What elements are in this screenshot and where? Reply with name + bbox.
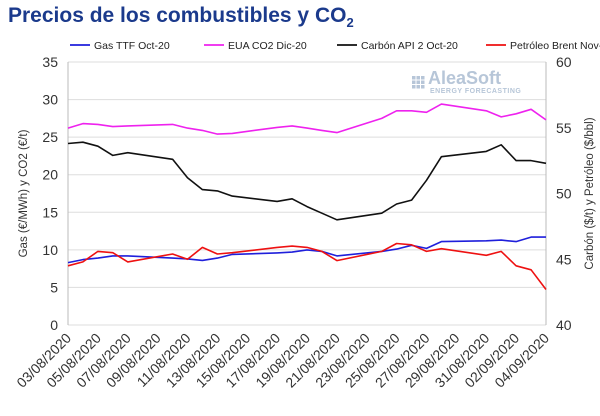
legend-label: Petróleo Brent Nov-20: [510, 40, 600, 52]
logo-mark: [412, 76, 425, 89]
y-tick-left: 10: [42, 242, 58, 258]
series-line-carb-n-api-2-oct-20: [67, 141, 547, 221]
logo-dot: [421, 76, 425, 80]
gridlines: [68, 61, 546, 326]
y-axis-right-label: Carbón ($/t) y Petróleo ($/bbl): [584, 117, 596, 269]
series-line-gas-ttf-oct-20: [67, 236, 546, 264]
legend-item: Carbón API 2 Oct-20: [337, 40, 458, 52]
series-line-eua-co2-dic-20: [67, 103, 547, 135]
logo-dot: [412, 85, 416, 89]
logo-dot: [416, 80, 420, 84]
legend-label: Carbón API 2 Oct-20: [361, 40, 458, 52]
legend-item: Gas TTF Oct-20: [70, 40, 170, 52]
y-tick-right: 60: [556, 54, 572, 70]
y-tick-left: 25: [42, 129, 58, 145]
y-tick-right: 55: [556, 120, 572, 136]
y-tick-right: 45: [556, 251, 572, 267]
logo-dot: [412, 80, 416, 84]
y-axis-right-ticks: 40 45 50 55 60: [556, 54, 572, 333]
y-tick-left: 5: [50, 279, 58, 295]
legend-label: EUA CO2 Dic-20: [228, 40, 307, 52]
legend: Gas TTF Oct-20 EUA CO2 Dic-20 Carbón API 2…: [70, 40, 600, 52]
plot-frame: [67, 62, 547, 325]
y-tick-right: 40: [556, 317, 572, 333]
legend-item: Petróleo Brent Nov-20: [486, 40, 600, 52]
y-tick-left: 30: [42, 92, 58, 108]
y-axis-left-ticks: 0 5 10 15 20 25 30 35: [42, 54, 58, 333]
legend-label: Gas TTF Oct-20: [94, 40, 170, 52]
logo-name: AleaSoft: [428, 68, 501, 88]
logo-tagline: ENERGY FORECASTING: [430, 88, 521, 95]
series-lines: [67, 103, 547, 290]
logo-dot: [416, 76, 420, 80]
y-tick-right: 50: [556, 186, 572, 202]
series-line-petr-leo-brent-nov-20: [67, 242, 547, 290]
legend-item: EUA CO2 Dic-20: [204, 40, 307, 52]
y-tick-left: 15: [42, 204, 58, 220]
y-axis-left-label: Gas (€/MWh) y CO2 (€/t): [18, 129, 30, 257]
y-tick-left: 20: [42, 167, 58, 183]
x-axis-ticks: 03/08/202005/08/202007/08/202009/08/2020…: [13, 330, 552, 391]
logo-dot: [416, 85, 420, 89]
chart-title: Precios de los combustibles y CO2: [8, 4, 354, 31]
logo-dot: [421, 80, 425, 84]
y-tick-left: 0: [50, 317, 58, 333]
logo-dot: [412, 76, 416, 80]
logo-dot: [421, 85, 425, 89]
y-tick-left: 35: [42, 54, 58, 70]
